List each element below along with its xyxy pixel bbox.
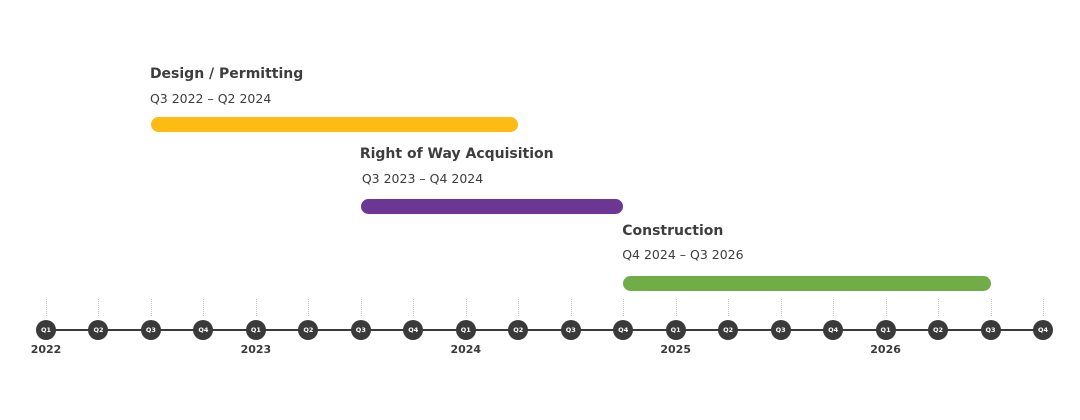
quarter-node-q3-2023: Q3 bbox=[350, 320, 371, 340]
phase-date-range: Q3 2022 – Q2 2024 bbox=[149, 91, 272, 106]
quarter-node-q1-2023: Q1 bbox=[245, 320, 266, 340]
quarter-node-q1-2026: Q1 bbox=[875, 320, 896, 340]
quarter-node-q3-2026: Q3 bbox=[980, 320, 1001, 340]
tick-mark bbox=[885, 299, 887, 316]
phase-bar bbox=[360, 199, 624, 214]
tick-mark bbox=[255, 299, 257, 316]
phase-bar bbox=[150, 117, 519, 132]
tick-mark bbox=[465, 299, 467, 316]
quarter-node-q4-2025: Q4 bbox=[823, 320, 844, 340]
tick-mark bbox=[833, 299, 835, 316]
phase-title: Construction bbox=[622, 223, 724, 239]
quarter-node-q4-2026: Q4 bbox=[1033, 320, 1053, 340]
year-label-2026: 2026 bbox=[870, 343, 901, 356]
tick-mark bbox=[413, 299, 415, 316]
quarter-node-q1-2025: Q1 bbox=[665, 320, 686, 340]
tick-mark bbox=[150, 299, 152, 316]
tick-mark bbox=[728, 299, 730, 316]
quarter-node-q3-2022: Q3 bbox=[140, 320, 161, 340]
tick-mark bbox=[46, 299, 47, 316]
phase-title: Right of Way Acquisition bbox=[359, 146, 554, 162]
quarter-node-q3-2024: Q3 bbox=[560, 320, 581, 340]
tick-mark bbox=[938, 299, 940, 316]
quarter-node-q2-2024: Q2 bbox=[508, 320, 529, 340]
phase-date-range: Q3 2023 – Q4 2024 bbox=[361, 171, 484, 186]
tick-mark bbox=[675, 299, 677, 316]
quarter-node-q1-2024: Q1 bbox=[455, 320, 476, 340]
year-label-2024: 2024 bbox=[450, 343, 482, 356]
quarter-node-q4-2022: Q4 bbox=[193, 320, 214, 340]
tick-mark bbox=[990, 299, 992, 316]
phase-title: Design / Permitting bbox=[149, 66, 304, 82]
year-label-2022: 2022 bbox=[30, 343, 62, 356]
year-label-2025: 2025 bbox=[660, 343, 691, 356]
phase-date-range: Q4 2024 – Q3 2026 bbox=[622, 247, 744, 262]
tick-mark bbox=[518, 299, 520, 316]
quarter-node-q2-2025: Q2 bbox=[718, 320, 739, 340]
quarter-node-q1-2022: Q1 bbox=[36, 320, 56, 340]
tick-mark bbox=[1043, 299, 1044, 316]
quarter-node-q3-2025: Q3 bbox=[770, 320, 791, 340]
quarter-node-q2-2023: Q2 bbox=[298, 320, 319, 340]
tick-mark bbox=[98, 299, 100, 316]
quarter-node-q4-2023: Q4 bbox=[403, 320, 424, 340]
phase-bar bbox=[623, 276, 991, 291]
tick-mark bbox=[203, 299, 205, 316]
tick-mark bbox=[308, 299, 310, 316]
year-label-2023: 2023 bbox=[240, 343, 272, 356]
tick-mark bbox=[623, 299, 625, 316]
quarter-node-q2-2022: Q2 bbox=[88, 320, 109, 340]
tick-mark bbox=[780, 299, 782, 316]
quarter-node-q4-2024: Q4 bbox=[613, 320, 634, 340]
timeline-axis bbox=[46, 329, 1043, 331]
tick-mark bbox=[570, 299, 572, 316]
quarter-node-q2-2026: Q2 bbox=[928, 320, 949, 340]
tick-mark bbox=[360, 299, 362, 316]
